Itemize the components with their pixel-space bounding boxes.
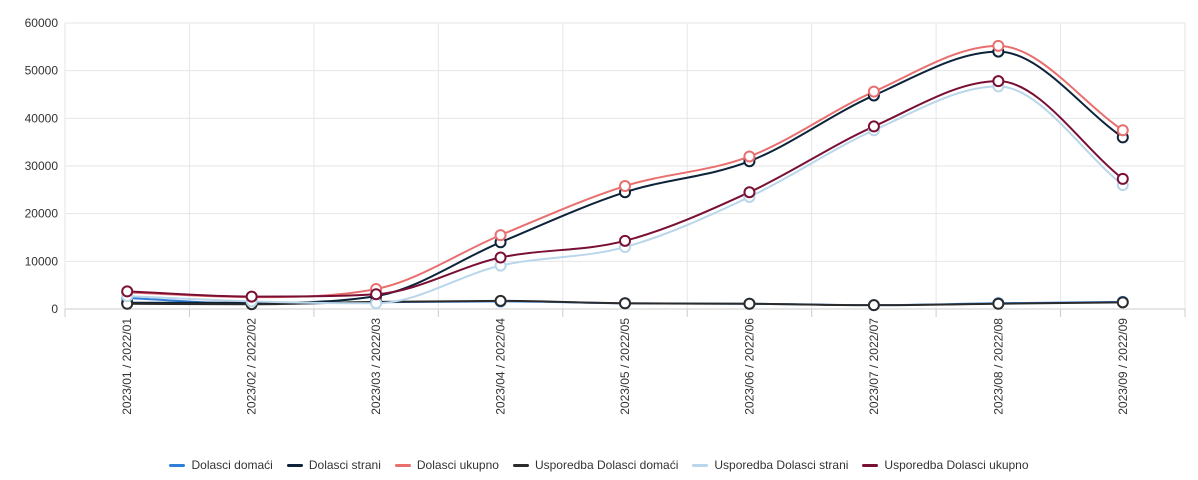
- legend-swatch: [862, 463, 879, 467]
- grid: [64, 22, 1186, 310]
- legend-label: Usporedba Dolasci ukupno: [884, 458, 1029, 472]
- data-point[interactable]: [992, 297, 1005, 310]
- legend-label: Dolasci strani: [308, 458, 381, 472]
- legend-swatch: [692, 463, 709, 467]
- y-tick-label: 40000: [25, 111, 59, 125]
- data-point[interactable]: [743, 297, 756, 310]
- x-tick-label: 2023/04 / 2022/04: [494, 318, 508, 415]
- legend-swatch: [394, 463, 411, 467]
- data-point[interactable]: [494, 229, 507, 242]
- x-tick-label: 2023/07 / 2022/07: [867, 318, 881, 415]
- x-tick-label: 2023/06 / 2022/06: [742, 318, 756, 415]
- y-tick-label: 50000: [25, 64, 59, 78]
- legend-swatch: [286, 463, 303, 467]
- legend-label: Dolasci ukupno: [416, 458, 499, 472]
- data-point[interactable]: [370, 288, 383, 301]
- legend-swatch: [169, 463, 186, 467]
- legend-item[interactable]: Usporedba Dolasci strani: [692, 458, 848, 472]
- data-point[interactable]: [743, 186, 756, 199]
- data-point[interactable]: [992, 39, 1005, 52]
- legend-item[interactable]: Usporedba Dolasci domaći: [512, 458, 679, 472]
- line-chart: 0 10000 20000 30000 40000 50000 60000 2023/01 /…: [25, 16, 1186, 415]
- data-point[interactable]: [992, 75, 1005, 88]
- legend-label: Dolasci domaći: [191, 458, 273, 472]
- data-point[interactable]: [867, 120, 880, 133]
- y-tick-label: 60000: [25, 16, 59, 30]
- y-tick-label: 30000: [25, 159, 59, 173]
- data-point[interactable]: [867, 299, 880, 312]
- y-tick-label: 20000: [25, 207, 59, 221]
- data-point[interactable]: [494, 251, 507, 264]
- data-point[interactable]: [245, 290, 258, 303]
- series-points: [121, 39, 1129, 312]
- data-point[interactable]: [619, 180, 631, 193]
- axes: 0 10000 20000 30000 40000 50000 60000 2023/01 /…: [25, 16, 1186, 415]
- x-tick-label: 2023/03 / 2022/03: [369, 318, 383, 415]
- data-point[interactable]: [1116, 124, 1129, 137]
- data-point[interactable]: [1116, 172, 1129, 185]
- y-tick-label: 10000: [25, 254, 59, 268]
- data-point[interactable]: [743, 150, 756, 163]
- legend-label: Usporedba Dolasci strani: [714, 458, 849, 472]
- data-point[interactable]: [619, 234, 631, 247]
- data-point[interactable]: [121, 285, 134, 298]
- data-point[interactable]: [494, 294, 507, 307]
- chart-legend: Dolasci domaći Dolasci strani Dolasci ukup…: [0, 458, 1198, 472]
- legend-item[interactable]: Usporedba Dolasci ukupno: [862, 458, 1029, 472]
- x-tick-label: 2023/09 / 2022/09: [1116, 318, 1130, 415]
- legend-item[interactable]: Dolasci ukupno: [394, 458, 499, 472]
- data-point[interactable]: [619, 297, 631, 310]
- x-tick-label: 2023/05 / 2022/05: [618, 318, 632, 415]
- x-tick-label: 2023/02 / 2022/02: [245, 318, 259, 415]
- series-lines: [127, 44, 1124, 307]
- legend-item[interactable]: Dolasci strani: [286, 458, 381, 472]
- data-point[interactable]: [1116, 296, 1129, 309]
- y-tick-label: 0: [51, 302, 58, 316]
- legend-swatch: [512, 463, 529, 467]
- x-tick-label: 2023/01 / 2022/01: [120, 318, 134, 415]
- legend-label: Usporedba Dolasci domaći: [534, 458, 679, 472]
- x-tick-label: 2023/08 / 2022/08: [991, 318, 1005, 415]
- legend-item[interactable]: Dolasci domaći: [169, 458, 273, 472]
- data-point[interactable]: [867, 85, 880, 98]
